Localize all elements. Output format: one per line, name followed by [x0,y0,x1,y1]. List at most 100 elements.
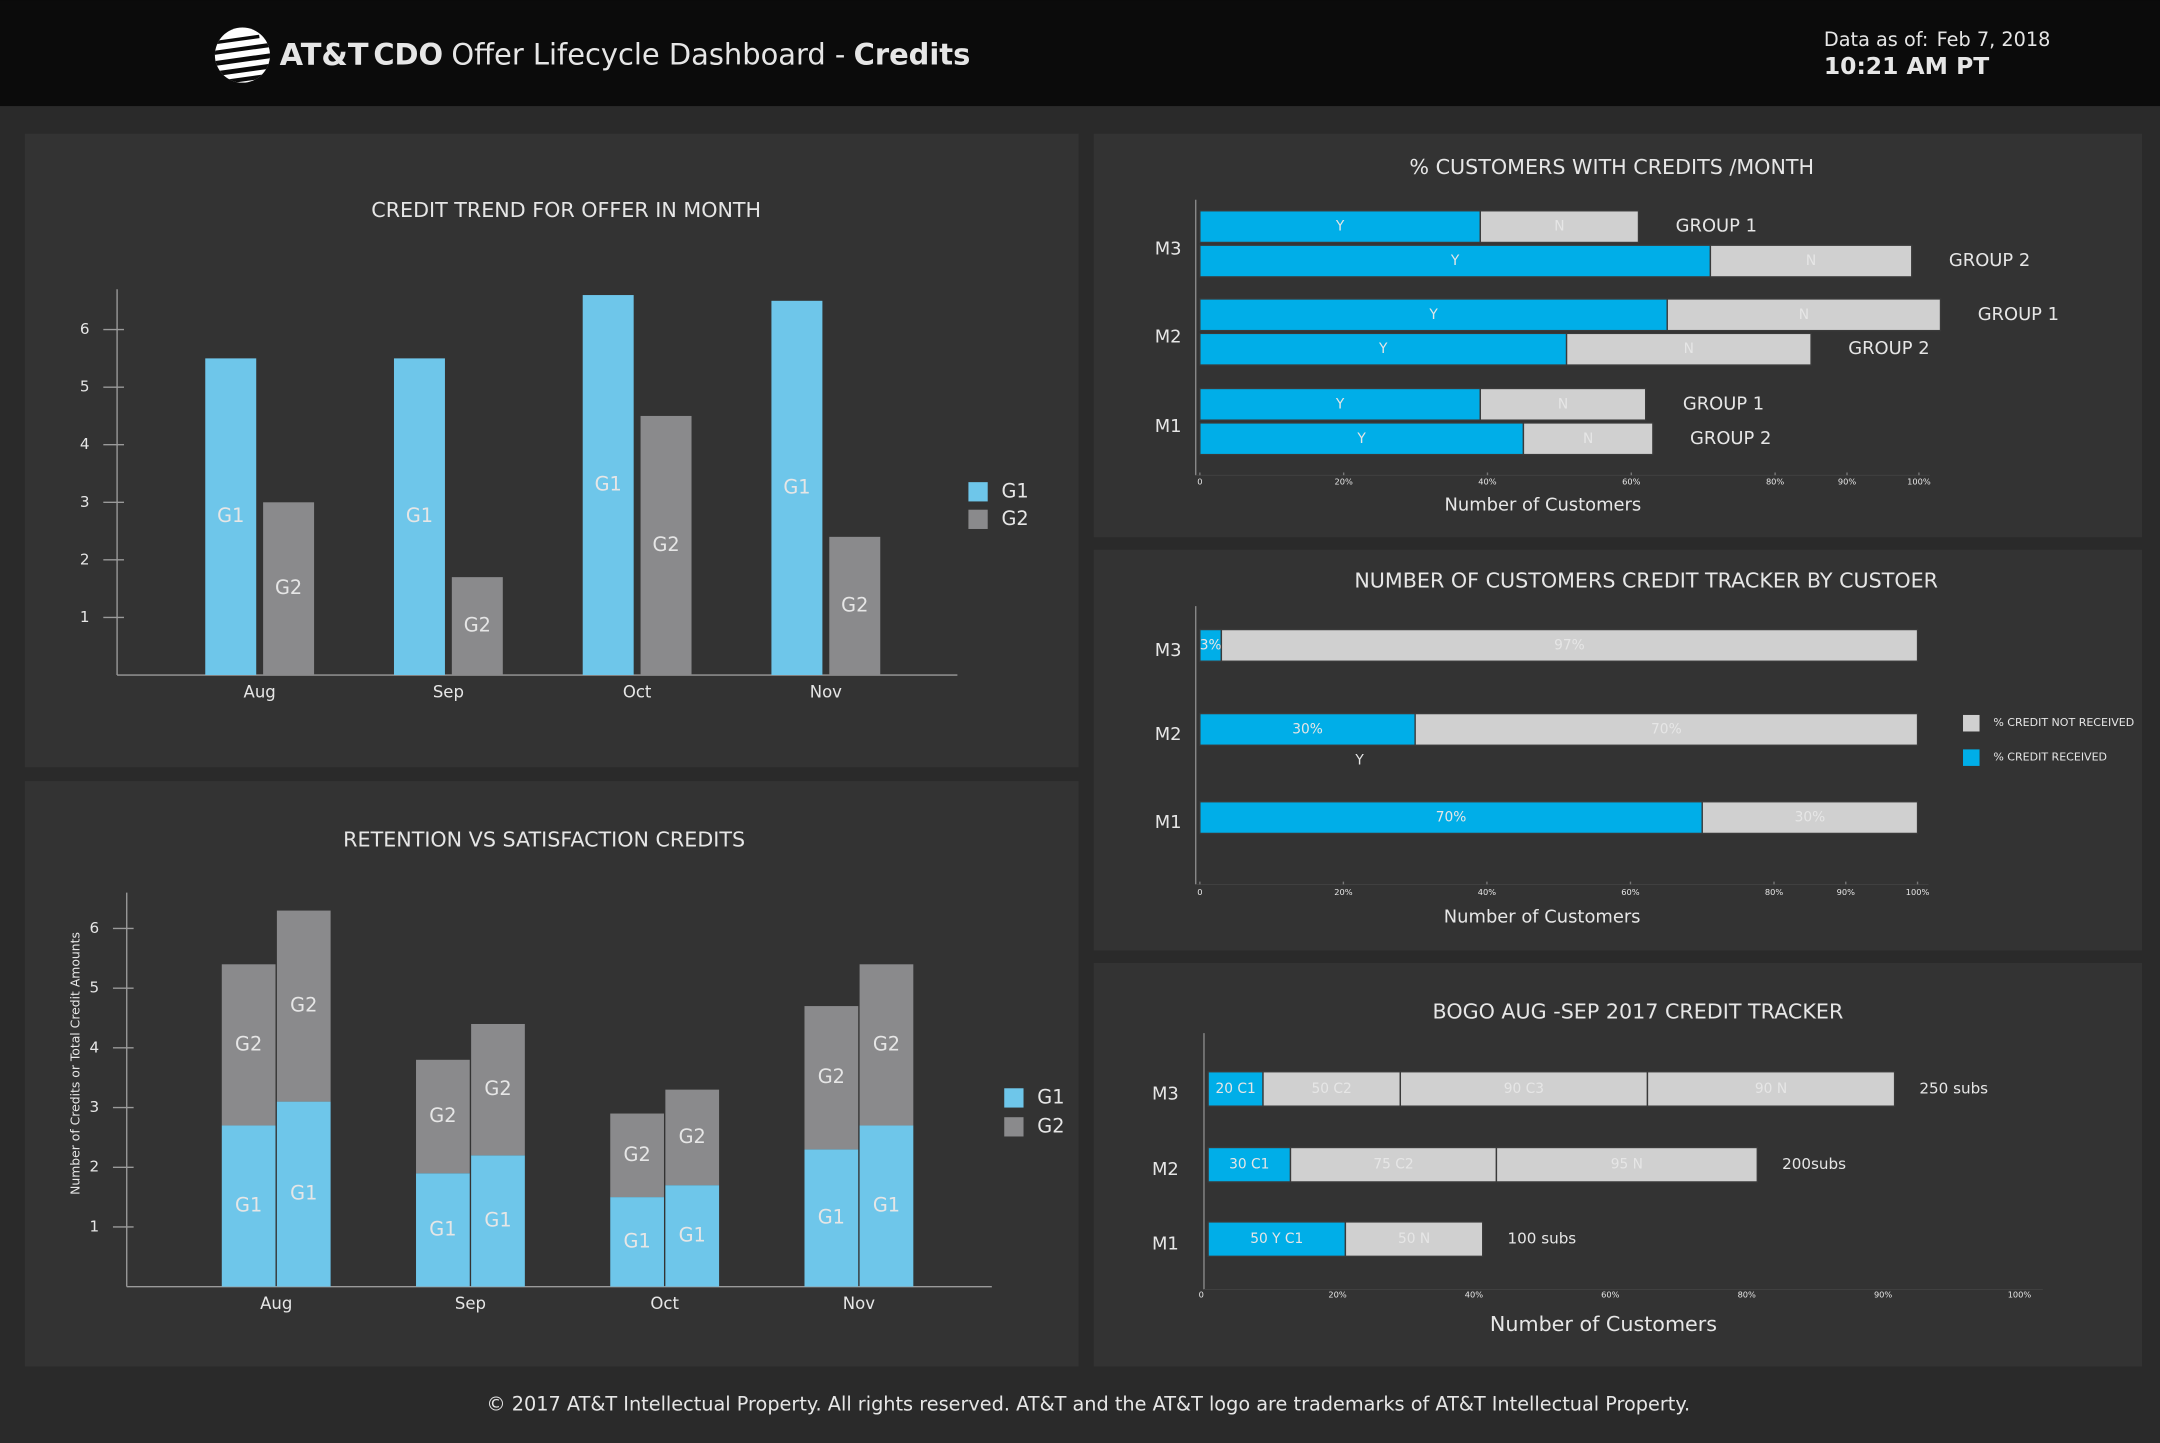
x-tick-label: 20% [1334,887,1352,897]
bar-label: G2 [235,1032,262,1055]
bar-label: G2 [873,1032,900,1055]
x-tick-label: 90% [1837,887,1855,897]
bar-segment [1199,298,1668,332]
category-label: M3 [1155,640,1182,661]
bar [582,295,634,676]
panel [1093,549,2143,951]
x-tick-label: 20% [1328,1289,1346,1299]
y-tick-label: 3 [90,1098,100,1116]
bar-label: G1 [783,475,810,498]
bar-label: G2 [624,1143,651,1166]
y-tick-label: 4 [90,1038,100,1056]
x-tick-label: 80% [1766,477,1784,487]
bar-segment [1709,244,1913,278]
total-label: 100 subs [1508,1230,1577,1248]
y-tick-label: 3 [80,493,90,511]
chart-title: RETENTION VS SATISFACTION CREDITS [343,827,745,851]
as-of-time: 10:21 AM PT [1824,52,1989,80]
x-tick-label: Nov [843,1294,875,1313]
bar-label: G2 [275,576,302,599]
x-tick-label: 60% [1621,887,1639,897]
bar-label: G1 [217,504,244,527]
bar-label: G2 [652,533,679,556]
bar-segment [1207,1071,1264,1107]
x-tick-label: Aug [260,1294,292,1313]
y-axis-label: Number of Credits or Total Credit Amount… [67,932,82,1195]
legend-swatch [1963,714,1980,732]
chart-title: CREDIT TREND FOR OFFER IN MONTH [371,198,761,222]
bar-label: G1 [484,1208,511,1231]
x-tick-label: Sep [455,1294,486,1313]
x-tick-label: 80% [1738,1289,1756,1299]
chart-title: % CUSTOMERS WITH CREDITS /MONTH [1409,155,1814,179]
segment-label: Y [1356,431,1366,447]
bar-segment [1199,801,1703,835]
total-label: 200subs [1782,1155,1846,1173]
y-tick-label: 5 [90,979,100,997]
bar [610,1197,664,1287]
y-tick-label: 2 [90,1158,100,1176]
bar [859,1125,914,1287]
bar [610,1113,664,1198]
x-tick-label: 0 [1197,477,1202,487]
segment-label: 50 Y C1 [1250,1231,1303,1247]
segment-label: 30% [1795,810,1826,826]
legend-swatch [1004,1088,1024,1108]
bar-segment [1646,1071,1896,1107]
chart-title: NUMBER OF CUSTOMERS CREDIT TRACKER BY CU… [1354,568,1938,592]
x-tick-label: 80% [1765,887,1783,897]
bar-label: G1 [595,473,622,496]
legend-label: G1 [1037,1085,1064,1108]
bar-segment [1220,628,1919,662]
bar [276,910,331,1102]
legend-label: G2 [1037,1114,1064,1137]
category-label: M2 [1155,327,1182,348]
bar-segment [1207,1221,1347,1258]
segment-label: N [1799,307,1809,323]
annotation: Y [1354,752,1364,768]
bar [221,964,276,1126]
bar [221,1125,276,1287]
footer: © 2017 AT&T Intellectual Property. All r… [486,1393,1690,1416]
x-tick-label: 60% [1622,477,1640,487]
bar-segment [1495,1146,1758,1183]
legend-label: % CREDIT RECEIVED [1993,751,2107,764]
bar-segment [1199,422,1525,456]
bar-segment [1479,210,1640,244]
category-label: M3 [1152,1083,1179,1104]
x-tick-label: 90% [1838,477,1856,487]
category-label: M2 [1155,724,1182,745]
group-label: GROUP 1 [1676,216,1757,237]
x-axis-label: Number of Customers [1490,1312,1717,1336]
bar-segment [1262,1071,1402,1107]
segment-label: Y [1378,341,1388,357]
segment-label: N [1684,341,1694,357]
bar [859,964,914,1126]
segment-label: N [1583,431,1593,447]
bar [829,536,881,676]
segment-label: N [1554,219,1564,235]
bar [771,300,823,676]
bar [393,358,445,676]
x-tick-label: 40% [1478,887,1496,897]
segment-label: 70% [1436,810,1467,826]
bar [804,1006,859,1150]
category-label: M3 [1155,238,1182,259]
segment-label: N [1806,253,1816,269]
segment-label: Y [1335,219,1345,235]
legend-swatch [1004,1117,1024,1137]
bar-segment [1565,332,1812,366]
bar [665,1185,720,1287]
segment-label: 97% [1554,637,1585,653]
as-of-label: Data as of: [1824,27,1928,50]
bar-label: G1 [235,1194,262,1217]
bar-segment [1199,332,1568,366]
segment-label: 20 C1 [1215,1081,1255,1097]
group-label: GROUP 2 [1848,338,1929,359]
bar-segment [1199,387,1481,421]
legend-label: % CREDIT NOT RECEIVED [1993,716,2134,729]
bar-label: G2 [464,614,491,637]
category-label: M1 [1152,1234,1179,1255]
bar-label: G2 [484,1077,511,1100]
